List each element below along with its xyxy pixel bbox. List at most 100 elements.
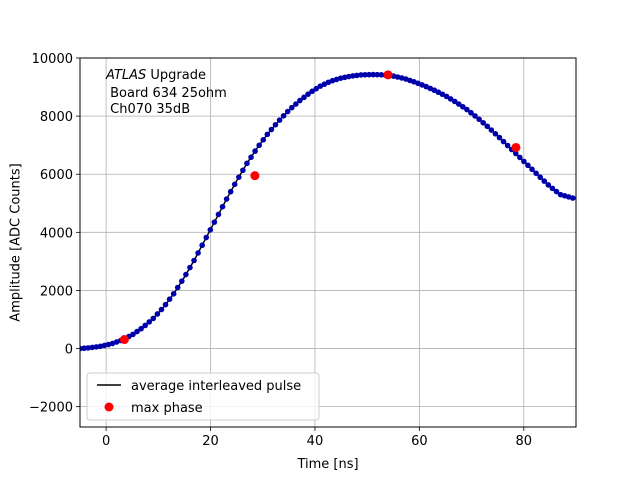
pulse-sample-point xyxy=(549,185,556,192)
annotation: ATLAS Upgrade Board 634 25ohm Ch070 35dB xyxy=(105,68,227,117)
pulse-sample-point xyxy=(305,91,311,97)
pulse-sample-point xyxy=(219,203,226,210)
pulse-sample-point xyxy=(211,219,218,225)
pulse-sample-point xyxy=(293,101,299,107)
x-axis-label: Time [ns] xyxy=(296,457,358,472)
pulse-sample-point xyxy=(227,188,234,195)
pulse-sample-point xyxy=(529,166,535,173)
pulse-sample-point xyxy=(362,71,368,78)
pulse-sample-point xyxy=(158,306,165,313)
pulse-sample-point xyxy=(231,181,238,188)
x-tick-label: 80 xyxy=(516,434,533,449)
pulse-sample-point xyxy=(297,97,303,104)
max-phase-point xyxy=(119,335,129,345)
legend-label-average-pulse: average interleaved pulse xyxy=(131,379,301,394)
axes-frame xyxy=(79,57,577,428)
pulse-sample-point xyxy=(313,85,320,92)
pulse-sample-point xyxy=(476,116,482,123)
pulse-sample-point xyxy=(130,331,136,338)
pulse-sample-point xyxy=(268,126,275,133)
pulse-sample-point xyxy=(488,127,495,133)
annotation-upgrade: Upgrade xyxy=(146,68,206,83)
pulse-sample-point xyxy=(236,174,242,180)
pulse-sample-point xyxy=(512,150,519,157)
pulse-sample-point xyxy=(496,134,503,141)
pulse-sample-point xyxy=(464,106,470,113)
x-tick-label: 0 xyxy=(102,434,110,449)
x-tick-label: 20 xyxy=(202,434,219,449)
pulse-sample-point xyxy=(223,196,230,202)
pulse-sample-point xyxy=(370,71,377,78)
pulse-sample-point xyxy=(472,113,478,119)
pulse-sample-point xyxy=(288,104,295,111)
pulse-sample-point xyxy=(162,301,169,308)
pulse-sample-point xyxy=(504,142,511,149)
pulse-sample-point xyxy=(244,160,250,167)
pulse-sample-point xyxy=(569,195,576,201)
pulse-sample-point xyxy=(309,88,315,95)
pulse-sample-point xyxy=(537,174,543,181)
x-tick-label: 40 xyxy=(307,434,324,449)
max-phase-point xyxy=(383,70,393,80)
pulse-sample-point xyxy=(350,73,356,79)
annotation-atlas: ATLAS xyxy=(105,68,146,83)
grid xyxy=(80,57,576,427)
pulse-sample-point xyxy=(541,178,548,184)
pulse-sample-point xyxy=(447,96,454,102)
pulse-sample-markers xyxy=(80,71,576,352)
pulse-sample-point xyxy=(240,167,246,174)
pulse-sample-point xyxy=(215,211,222,218)
y-tick-label: 8000 xyxy=(40,110,73,125)
pulse-sample-point xyxy=(85,345,91,351)
pulse-sample-point xyxy=(264,131,271,138)
pulse-sample-point xyxy=(174,284,181,291)
pulse-sample-point xyxy=(248,154,254,161)
ticks: 0 20 40 60 80 −2000 0 2000 4000 6000 8000 10000 xyxy=(29,52,532,449)
pulse-sample-point xyxy=(284,108,291,115)
pulse-sample-point xyxy=(256,142,262,149)
pulse-sample-point xyxy=(179,278,185,284)
pulse-sample-point xyxy=(187,264,193,271)
y-tick-label: −2000 xyxy=(29,401,73,416)
x-tick-label: 60 xyxy=(411,434,428,449)
pulse-sample-point xyxy=(525,162,531,169)
pulse-sample-point xyxy=(207,227,214,233)
pulse-sample-point xyxy=(553,188,560,195)
pulse-sample-point xyxy=(166,296,173,303)
y-tick-label: 0 xyxy=(65,343,73,358)
y-axis-label: Amplitude [ADC Counts] xyxy=(9,163,24,321)
legend-box xyxy=(86,372,320,421)
max-phase-point xyxy=(511,142,521,152)
pulse-sample-point xyxy=(272,121,279,128)
pulse-sample-point xyxy=(533,170,539,177)
legend: average interleaved pulse max phase xyxy=(86,372,320,421)
max-phase-point xyxy=(250,171,260,181)
pulse-sample-point xyxy=(203,234,210,241)
pulse-sample-point xyxy=(301,94,307,101)
pulse-sample-point xyxy=(276,117,283,123)
pulse-sample-point xyxy=(199,242,205,249)
plot-area xyxy=(80,70,576,352)
pulse-sample-point xyxy=(134,328,140,335)
pulse-sample-point xyxy=(455,101,462,107)
pulse-sample-point xyxy=(138,325,144,332)
y-tick-label: 6000 xyxy=(40,168,73,183)
pulse-sample-point xyxy=(146,319,153,325)
legend-label-max-phase: max phase xyxy=(131,401,203,416)
svg-text:ATLAS Upgrade: ATLAS Upgrade xyxy=(105,68,206,83)
pulse-sample-point xyxy=(480,119,486,126)
pulse-sample-point xyxy=(191,257,197,264)
pulse-sample-point xyxy=(460,103,466,110)
pulse-sample-point xyxy=(260,137,267,143)
pulse-sample-point xyxy=(154,311,161,317)
pulse-sample-point xyxy=(142,322,148,329)
pulse-sample-point xyxy=(366,71,372,78)
pulse-sample-point xyxy=(81,345,87,352)
pulse-sample-point xyxy=(252,148,258,154)
pulse-sample-point xyxy=(451,98,458,105)
pulse-sample-point xyxy=(358,72,364,78)
pulse-sample-point xyxy=(170,290,177,297)
pulse-sample-point xyxy=(374,71,381,78)
y-tick-label: 2000 xyxy=(40,284,73,299)
